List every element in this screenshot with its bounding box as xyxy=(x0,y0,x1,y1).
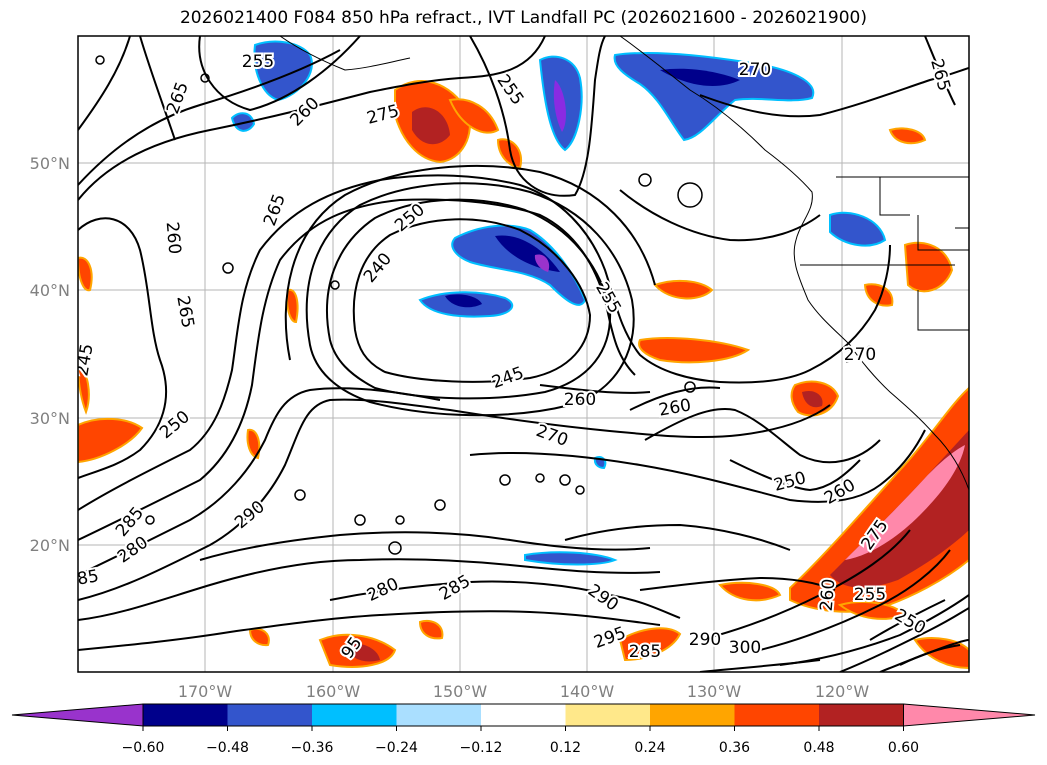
contour-label: 265 xyxy=(926,57,954,94)
contour-label: 290 xyxy=(231,497,269,533)
colorbar-extend-low xyxy=(11,703,144,727)
positive-anomaly-regions xyxy=(78,80,969,670)
contour-label: 290 xyxy=(689,630,721,650)
colorbar-segment xyxy=(143,704,228,726)
contour-label: 245 xyxy=(489,363,526,393)
latitude-labels: 50°N 40°N 30°N 20°N xyxy=(30,154,70,555)
contour-label: 255 xyxy=(854,585,886,605)
longitude-label: 120°W xyxy=(815,682,870,701)
latitude-label: 40°N xyxy=(30,281,70,300)
colorbar-tick-label: 0.36 xyxy=(719,740,750,756)
colorbar-tick-label: −0.24 xyxy=(375,740,418,756)
contour-label: 255 xyxy=(493,71,528,109)
contour-label: 85 xyxy=(76,566,101,589)
small-contour-rings xyxy=(95,55,703,555)
contour-label: 260 xyxy=(286,93,323,130)
contour-label: 265 xyxy=(163,79,193,116)
contour-label: 255 xyxy=(242,52,274,72)
contour-label: 285 xyxy=(436,571,474,605)
coastlines xyxy=(279,36,969,491)
contour-label: 260 xyxy=(821,475,859,509)
colorbar-tick-label: 0.12 xyxy=(550,740,581,756)
contour-label: 280 xyxy=(364,574,402,606)
latitude-label: 20°N xyxy=(30,536,70,555)
contour-label: 250 xyxy=(391,200,429,236)
colorbar-segment xyxy=(481,704,566,726)
longitude-label: 160°W xyxy=(306,682,361,701)
latitude-label: 50°N xyxy=(30,154,70,173)
colorbar-extend-high xyxy=(903,703,1036,727)
negative-anomaly-regions xyxy=(230,40,887,566)
map-frame xyxy=(77,35,970,673)
colorbar-tick-label: 0.60 xyxy=(888,740,919,756)
contour-label: 285 xyxy=(629,642,661,662)
contour-label: 240 xyxy=(360,249,396,287)
contour-label: 300 xyxy=(729,638,761,658)
contour-label: 250 xyxy=(772,468,809,496)
colorbar-tick-label: 0.48 xyxy=(803,740,834,756)
latitude-label: 30°N xyxy=(30,409,70,428)
colorbar-segment xyxy=(312,704,397,726)
colorbar-tick-label: −0.48 xyxy=(206,740,249,756)
longitude-label: 170°W xyxy=(178,682,233,701)
contour-label: 270 xyxy=(739,60,771,80)
colorbar-segment xyxy=(819,704,904,726)
colorbar-segment xyxy=(396,704,481,726)
colorbar-segment xyxy=(734,704,819,726)
colorbar-tick-label: −0.36 xyxy=(291,740,334,756)
colorbar-segment xyxy=(650,704,735,726)
colorbar-segment xyxy=(227,704,312,726)
contour-label: 260 xyxy=(657,395,692,420)
colorbar-tick-label: −0.12 xyxy=(460,740,503,756)
longitude-label: 150°W xyxy=(433,682,488,701)
contour-label: 260 xyxy=(564,390,596,410)
contour-label: 255 xyxy=(591,279,625,317)
contour-label: 245 xyxy=(72,342,97,377)
map-title: 2026021400 F084 850 hPa refract., IVT La… xyxy=(179,8,867,28)
contour-label: 260 xyxy=(162,221,185,255)
colorbar-segment xyxy=(565,704,650,726)
colorbar: −0.60 −0.48 −0.36 −0.24 −0.12 0.12 0.24 0.36 0.4… xyxy=(11,703,1036,756)
colorbar-outline xyxy=(142,703,904,727)
contour-label: 280 xyxy=(114,533,152,568)
contour-label: 270 xyxy=(844,345,876,365)
contour-label: 250 xyxy=(156,407,194,443)
colorbar-tick-label: −0.60 xyxy=(122,740,165,756)
contour-label: 275 xyxy=(365,101,402,129)
longitude-label: 130°W xyxy=(687,682,742,701)
contour-label: 265 xyxy=(172,294,197,329)
contour-label: 290 xyxy=(584,581,622,616)
longitude-labels: 170°W 160°W 150°W 140°W 130°W 120°W xyxy=(178,682,870,701)
contour-label: 260 xyxy=(817,578,840,612)
colorbar-tick-label: 0.24 xyxy=(634,740,665,756)
longitude-label: 140°W xyxy=(560,682,615,701)
refractivity-contours xyxy=(78,36,969,672)
